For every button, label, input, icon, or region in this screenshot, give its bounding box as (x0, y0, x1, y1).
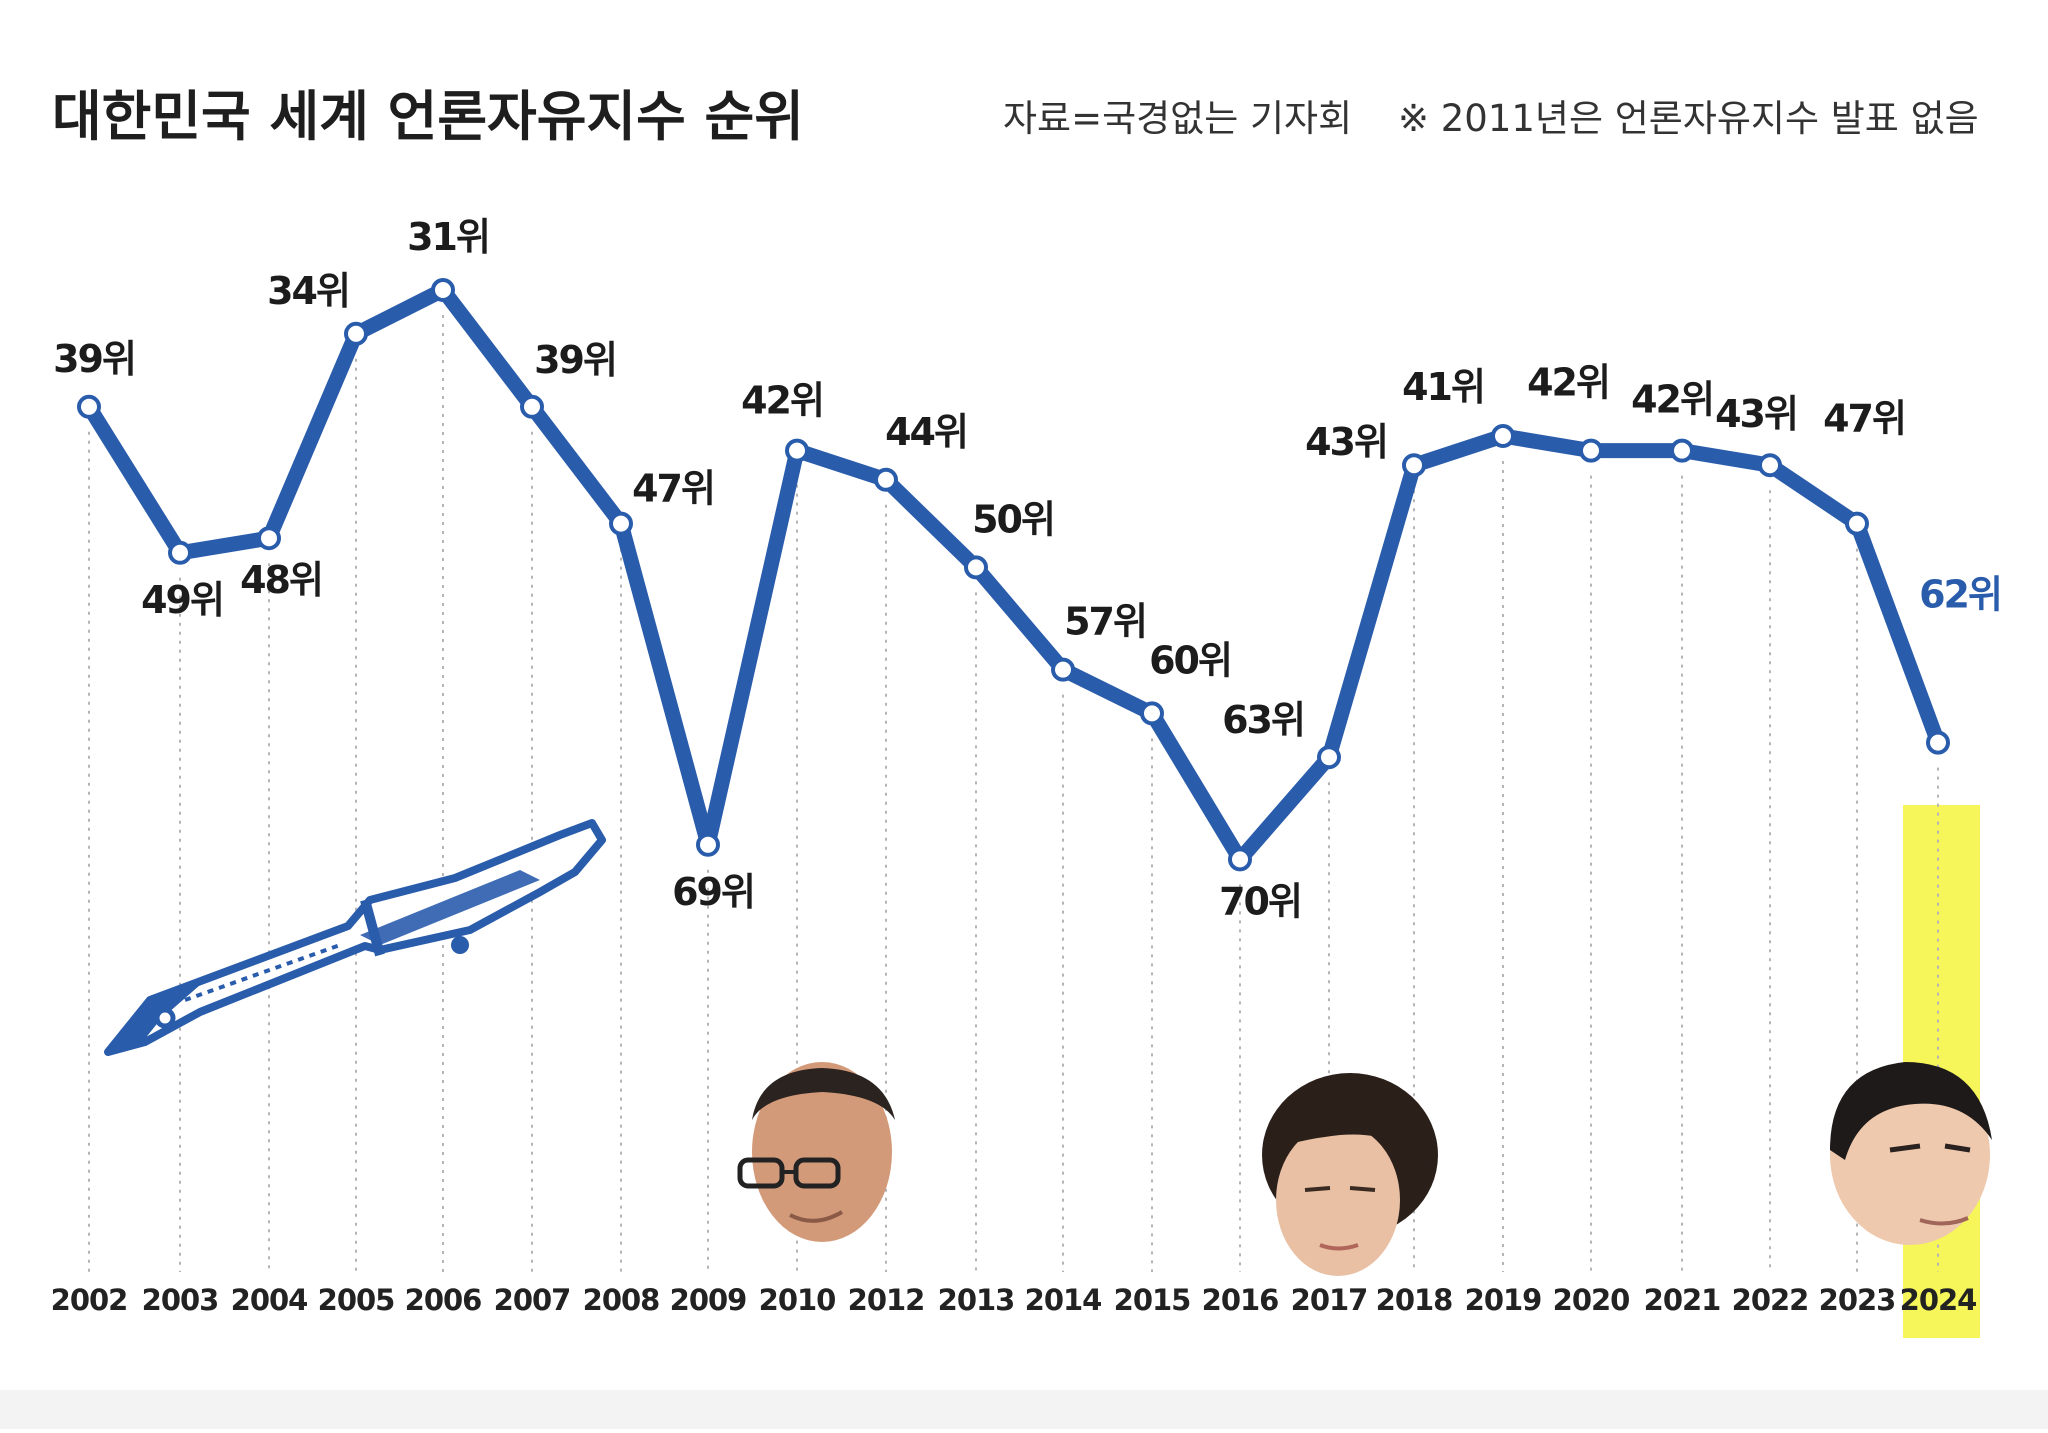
data-label-2006: 31위 (407, 215, 489, 259)
chart-title: 대한민국 세계 언론자유지수 순위 (52, 85, 804, 148)
grid-layer (88, 315, 1939, 1272)
x-tick-label-2014: 2014 (1025, 1283, 1102, 1317)
series-layer (77, 278, 1950, 872)
data-label-2005: 34위 (267, 269, 349, 313)
x-tick-label-2013: 2013 (938, 1283, 1015, 1317)
data-label-2022: 43위 (1715, 392, 1797, 436)
data-point-2023 (1845, 511, 1869, 536)
data-label-2004: 48위 (240, 558, 322, 602)
data-point-2007 (520, 394, 544, 419)
portrait-2024 (1830, 1062, 1992, 1245)
x-tick-label-2006: 2006 (405, 1283, 482, 1317)
x-tick-label-2024: 2024 (1900, 1283, 1977, 1317)
x-tick-label-2020: 2020 (1553, 1283, 1630, 1317)
x-tick-label-2004: 2004 (231, 1283, 308, 1317)
data-label-2007: 39위 (534, 338, 616, 382)
x-tick-label-2008: 2008 (583, 1283, 660, 1317)
data-label-2013: 50위 (972, 497, 1054, 541)
x-tick-label-2021: 2021 (1644, 1283, 1721, 1317)
data-point-2010 (785, 438, 809, 463)
data-label-2024: 62위 (1919, 573, 2001, 617)
data-label-2023: 47위 (1823, 397, 1905, 441)
footnote: ※ 2011년은 언론자유지수 발표 없음 (1398, 97, 1979, 140)
bottom-strip (0, 1390, 2048, 1429)
x-tick-label-2005: 2005 (318, 1283, 395, 1317)
knife-icon (104, 819, 606, 1056)
data-label-2002: 39위 (53, 337, 135, 381)
data-label-2021: 42위 (1631, 378, 1713, 422)
data-point-2006 (431, 278, 455, 302)
data-point-2008 (609, 511, 633, 536)
data-point-2005 (344, 321, 368, 346)
x-tick-label-2007: 2007 (494, 1283, 571, 1317)
data-point-2012 (874, 467, 898, 492)
data-point-2016 (1228, 847, 1252, 872)
data-label-2020: 42위 (1527, 361, 1609, 405)
data-point-2024 (1926, 730, 1950, 755)
x-tick-label-2012: 2012 (848, 1283, 925, 1317)
x-tick-label-2003: 2003 (142, 1283, 219, 1317)
data-label-2014: 57위 (1064, 600, 1146, 644)
data-point-2014 (1051, 657, 1075, 682)
data-label-2017: 63위 (1222, 698, 1304, 742)
data-label-2009: 69위 (672, 870, 754, 914)
data-point-2004 (257, 526, 281, 551)
data-label-2003: 49위 (141, 578, 223, 622)
data-label-2015: 60위 (1149, 638, 1231, 682)
data-point-2017 (1317, 745, 1341, 770)
x-tick-label-2018: 2018 (1376, 1283, 1453, 1317)
portrait-2016-2017 (1262, 1073, 1438, 1276)
x-tick-label-2009: 2009 (670, 1283, 747, 1317)
data-point-2015 (1140, 701, 1164, 726)
x-tick-label-2015: 2015 (1114, 1283, 1191, 1317)
data-label-2016: 70위 (1219, 879, 1301, 923)
data-label-2008: 47위 (632, 467, 714, 511)
data-point-2013 (964, 555, 988, 580)
x-tick-label-2023: 2023 (1819, 1283, 1896, 1317)
data-point-2018 (1402, 453, 1426, 478)
data-point-2003 (168, 540, 192, 565)
portrait-2009-2012 (737, 1062, 895, 1242)
data-point-2022 (1758, 453, 1782, 478)
x-tick-label-2002: 2002 (51, 1283, 128, 1317)
data-point-2021 (1670, 438, 1694, 463)
x-tick-label-2010: 2010 (759, 1283, 836, 1317)
source-note: 자료=국경없는 기자회 (1003, 97, 1352, 140)
data-label-2018: 43위 (1305, 420, 1387, 464)
data-point-2020 (1579, 438, 1603, 463)
data-label-2019: 41위 (1402, 365, 1484, 409)
x-axis-layer: 2002 2003 2004 2005 2006 2007 2008 2009 2010 2012… (51, 1283, 1978, 1317)
data-label-2010: 42위 (741, 379, 823, 423)
x-tick-label-2022: 2022 (1732, 1283, 1809, 1317)
data-point-2002 (77, 394, 101, 419)
data-point-2009 (696, 832, 720, 857)
data-point-2019 (1491, 424, 1515, 448)
data-label-2012: 44위 (885, 410, 967, 454)
x-tick-label-2017: 2017 (1291, 1283, 1368, 1317)
x-tick-label-2019: 2019 (1465, 1283, 1542, 1317)
x-tick-label-2016: 2016 (1202, 1283, 1279, 1317)
series-line (81, 282, 1946, 867)
